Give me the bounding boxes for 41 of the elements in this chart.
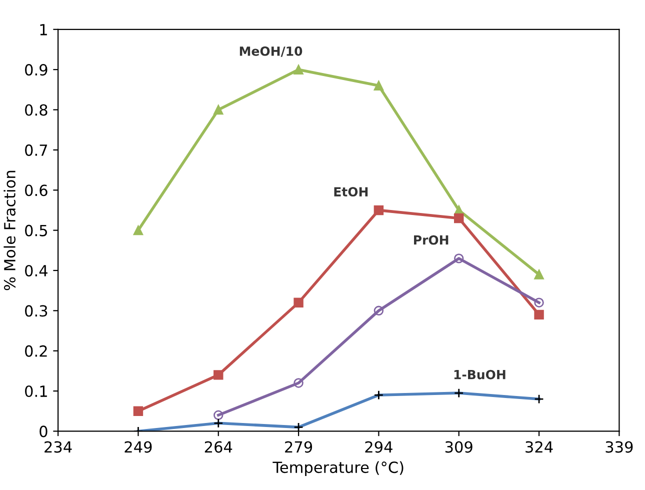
series-label: EtOH <box>334 187 368 196</box>
y-tick-label: 0.5 <box>25 224 47 236</box>
point <box>374 80 384 91</box>
x-tick-label: 234 <box>44 441 72 453</box>
x-tick-label: 339 <box>606 441 633 453</box>
y-tick-label: 0.8 <box>25 104 48 116</box>
point <box>133 406 144 416</box>
point <box>454 254 464 264</box>
x-tick-label: 309 <box>445 441 472 453</box>
y-tick-label: 0.4 <box>25 264 48 276</box>
y-tick-label: 0 <box>40 426 48 438</box>
y-tick-label: 0.2 <box>25 345 47 357</box>
y-tick-label: 0.3 <box>25 305 48 317</box>
series-label: 1-BuOH <box>454 370 506 380</box>
point <box>133 225 144 236</box>
point <box>214 410 224 420</box>
y-tick-label: 1 <box>40 24 47 36</box>
series-label: PrOH <box>414 235 448 245</box>
point <box>214 370 224 380</box>
y-tick-label: 0.6 <box>25 184 48 196</box>
point <box>374 205 384 216</box>
point <box>534 270 544 280</box>
point <box>214 104 224 115</box>
x-tick-label: 324 <box>526 441 553 453</box>
point <box>534 310 544 320</box>
x-tick-label: 249 <box>124 441 152 453</box>
point <box>294 298 304 308</box>
x-axis-title: Temperature (°C) <box>272 461 404 476</box>
y-axis-title: % Mole Fraction <box>4 170 16 290</box>
x-tick-label: 264 <box>204 441 232 453</box>
series-label: MeOH/10 <box>240 46 302 57</box>
y-tick-label: 0.7 <box>25 144 48 156</box>
y-tick-label: 0.9 <box>25 64 48 76</box>
point <box>454 213 464 224</box>
x-tick-label: 294 <box>365 441 392 453</box>
point <box>294 378 304 388</box>
x-tick-label: 279 <box>285 441 312 453</box>
y-tick-label: 0.1 <box>25 385 47 398</box>
point <box>534 298 544 308</box>
point <box>374 306 384 316</box>
point <box>294 64 304 74</box>
